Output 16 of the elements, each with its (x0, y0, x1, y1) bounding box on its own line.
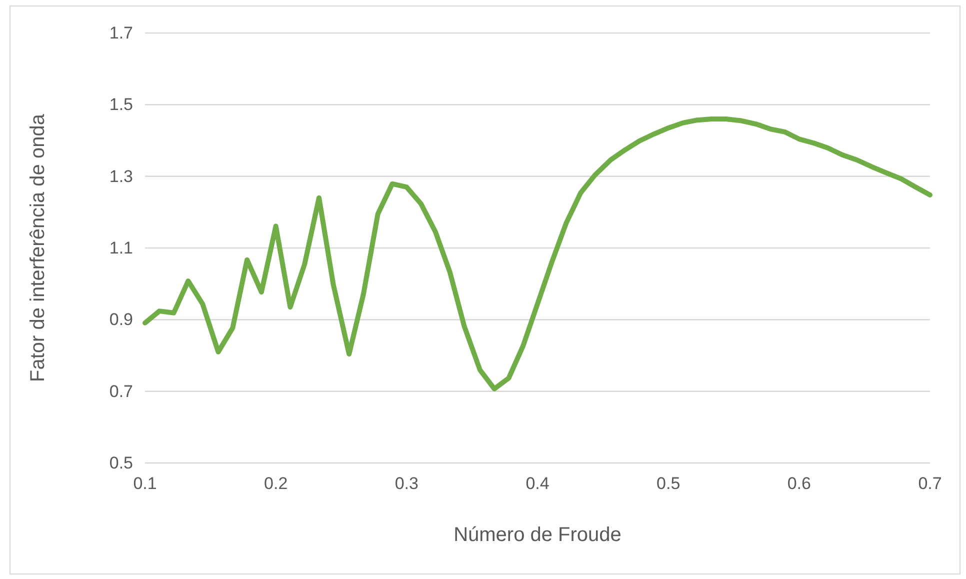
x-tick-label: 0.2 (264, 474, 288, 494)
x-tick-label: 0.6 (787, 474, 811, 494)
y-tick-label: 1.3 (109, 166, 133, 186)
y-tick-label: 0.7 (109, 382, 133, 401)
x-tick-label: 0.1 (133, 474, 157, 494)
x-tick-label: 0.3 (394, 474, 418, 494)
y-tick-label: 1.5 (109, 95, 133, 114)
x-tick-label: 0.5 (656, 474, 680, 494)
x-axis-title: Número de Froude (454, 524, 622, 546)
y-tick-label: 1.7 (109, 23, 133, 42)
y-axis-title: Fator de interferência de onda (27, 113, 49, 382)
x-tick-label: 0.7 (918, 474, 942, 494)
x-tick-label: 0.4 (526, 474, 550, 494)
y-tick-label: 0.9 (109, 310, 133, 330)
y-tick-label: 0.5 (109, 453, 133, 472)
y-tick-label: 1.1 (109, 238, 133, 258)
